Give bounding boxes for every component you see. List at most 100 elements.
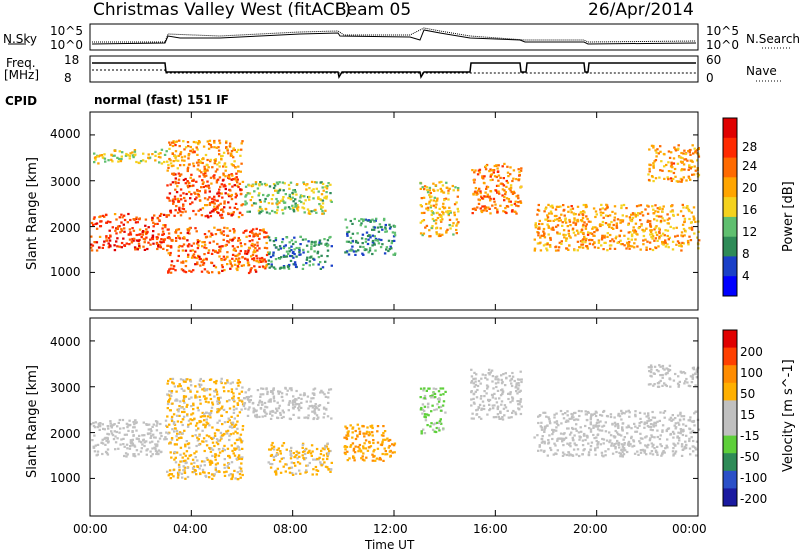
scatter-cell (129, 218, 132, 222)
scatter-cell (498, 417, 501, 420)
scatter-cell (656, 207, 659, 210)
scatter-cell (213, 198, 216, 201)
scatter-cell (120, 241, 124, 245)
scatter-cell (321, 447, 325, 450)
scatter-cell (152, 230, 155, 233)
scatter-cell (658, 419, 661, 422)
scatter-cell (119, 443, 122, 446)
scatter-cell (194, 263, 197, 266)
scatter-cell (621, 411, 624, 414)
scatter-cell (485, 187, 488, 190)
scatter-cell (205, 163, 208, 166)
colorbar-swatch (723, 382, 737, 401)
scatter-cell (237, 239, 240, 242)
scatter-cell (378, 456, 382, 460)
scatter-cell (127, 212, 130, 216)
scatter-cell (477, 202, 481, 205)
scatter-cell (283, 207, 287, 210)
scatter-cell (202, 437, 206, 440)
scatter-cell (207, 249, 211, 252)
scatter-cell (428, 189, 431, 192)
scatter-cell (167, 400, 170, 403)
scatter-cell (213, 226, 216, 229)
scatter-cell (226, 429, 230, 432)
scatter-cell (669, 432, 673, 436)
scatter-cell (561, 451, 565, 454)
scatter-cell (678, 380, 681, 383)
scatter-cell (422, 232, 426, 235)
scatter-cell (217, 146, 220, 149)
scatter-cell (103, 240, 106, 243)
scatter-cell (156, 222, 159, 225)
scatter-cell (560, 437, 563, 440)
scatter-cell (662, 450, 665, 453)
scatter-cell (326, 457, 329, 461)
scatter-cell (113, 154, 116, 157)
scatter-cell (677, 436, 681, 440)
scatter-cell (223, 183, 226, 186)
scatter-cell (632, 226, 635, 229)
scatter-cell (583, 211, 586, 214)
scatter-cell (206, 458, 209, 461)
scatter-cell (480, 408, 483, 411)
scatter-cell (633, 212, 636, 215)
scatter-cell (548, 434, 551, 437)
scatter-cell (182, 469, 185, 472)
scatter-cell (651, 410, 654, 414)
scatter-cell (615, 431, 619, 434)
scatter-cell (145, 449, 148, 452)
scatter-cell (643, 451, 646, 454)
scatter-cell (169, 409, 172, 412)
scatter-cell (276, 206, 280, 209)
scatter-cell (288, 195, 291, 198)
scatter-cell (294, 398, 297, 401)
scatter-cell (673, 146, 676, 149)
scatter-cell (232, 395, 235, 398)
scatter-cell (620, 219, 624, 222)
scatter-cell (200, 186, 203, 189)
scatter-cell (375, 217, 378, 220)
scatter-cell (555, 452, 558, 456)
scatter-cell (236, 259, 240, 262)
scatter-cell (271, 209, 274, 213)
scatter-cell (585, 434, 589, 437)
scatter-cell (592, 226, 595, 229)
scatter-cell (489, 197, 492, 200)
scatter-cell (661, 217, 664, 220)
scatter-cell (216, 393, 219, 396)
scatter-cell (266, 390, 269, 393)
scatter-cell (304, 448, 307, 451)
scatter-cell (559, 432, 563, 435)
scatter-cell (173, 443, 177, 446)
scatter-cell (311, 410, 314, 413)
scatter-cell (310, 243, 313, 246)
scatter-cell (102, 156, 105, 159)
scatter-cell (281, 409, 284, 412)
scatter-cell (174, 180, 177, 183)
scatter-cell (319, 461, 322, 464)
scatter-cell (366, 449, 370, 452)
scatter-cell (423, 394, 427, 398)
scatter-cell (426, 191, 430, 194)
scatter-cell (188, 454, 191, 457)
scatter-cell (187, 253, 190, 256)
scatter-cell (651, 435, 654, 438)
scatter-cell (658, 437, 662, 441)
scatter-cell (372, 450, 375, 453)
scatter-cell (687, 150, 690, 153)
scatter-cell (198, 175, 201, 178)
scatter-cell (654, 231, 658, 234)
scatter-cell (684, 424, 688, 427)
scatter-cell (672, 447, 675, 450)
scatter-cell (609, 413, 613, 416)
scatter-cell (691, 144, 694, 147)
scatter-cell (223, 466, 226, 469)
scatter-cell (258, 192, 261, 195)
scatter-cell (143, 248, 147, 251)
scatter-cell (470, 381, 473, 384)
scatter-cell (177, 385, 180, 388)
scatter-cell (505, 179, 508, 183)
scatter-cell (107, 159, 110, 162)
scatter-cell (128, 447, 132, 450)
scatter-cell (226, 447, 230, 450)
